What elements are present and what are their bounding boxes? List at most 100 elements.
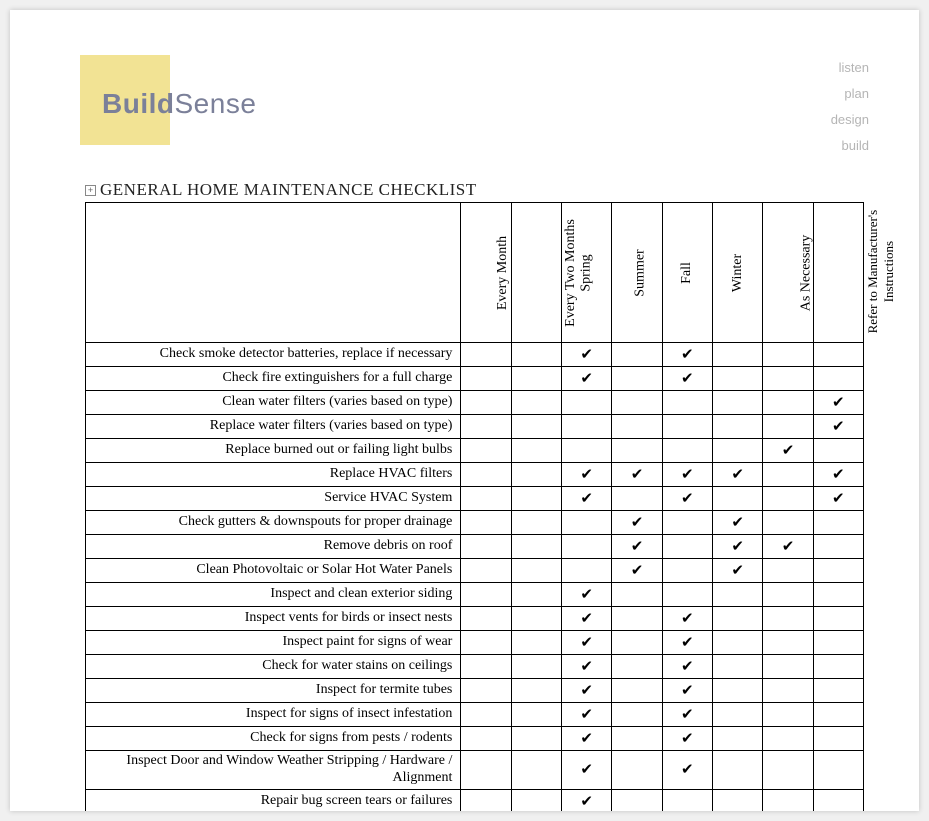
check-cell — [813, 751, 863, 790]
table-row: Replace burned out or failing light bulb… — [86, 439, 864, 463]
check-cell: ✔ — [763, 439, 813, 463]
task-cell: Replace burned out or failing light bulb… — [86, 439, 461, 463]
table-row: Repair bug screen tears or failures ✔ — [86, 789, 864, 811]
check-cell — [813, 559, 863, 583]
check-cell — [612, 679, 662, 703]
check-cell — [763, 391, 813, 415]
col-header: Winter — [713, 203, 763, 343]
check-cell: ✔ — [662, 487, 712, 511]
check-cell — [612, 439, 662, 463]
check-cell — [612, 487, 662, 511]
check-cell — [461, 727, 511, 751]
check-cell — [713, 631, 763, 655]
check-cell — [612, 607, 662, 631]
check-cell — [612, 655, 662, 679]
task-cell: Check for signs from pests / rodents — [86, 727, 461, 751]
check-cell — [763, 367, 813, 391]
check-cell — [511, 583, 561, 607]
check-cell — [461, 487, 511, 511]
check-cell: ✔ — [612, 535, 662, 559]
check-cell — [461, 631, 511, 655]
task-cell: Check smoke detector batteries, replace … — [86, 343, 461, 367]
table-row: Clean water filters (varies based on typ… — [86, 391, 864, 415]
check-cell — [511, 789, 561, 811]
expand-icon[interactable]: + — [85, 185, 96, 196]
check-cell — [713, 391, 763, 415]
check-cell — [562, 391, 612, 415]
check-cell — [713, 727, 763, 751]
check-cell — [511, 511, 561, 535]
check-cell — [763, 727, 813, 751]
check-cell — [813, 679, 863, 703]
check-cell: ✔ — [662, 727, 712, 751]
col-header: Fall — [662, 203, 712, 343]
check-cell — [813, 727, 863, 751]
check-cell: ✔ — [562, 343, 612, 367]
check-cell — [612, 727, 662, 751]
logo-part1: Build — [102, 88, 175, 119]
check-cell — [612, 703, 662, 727]
col-header: Every Two Months — [511, 203, 561, 343]
check-cell: ✔ — [662, 607, 712, 631]
check-cell — [461, 607, 511, 631]
check-cell — [612, 631, 662, 655]
check-cell — [461, 367, 511, 391]
check-cell — [562, 439, 612, 463]
table-row: Inspect vents for birds or insect nests ✔… — [86, 607, 864, 631]
check-cell: ✔ — [612, 559, 662, 583]
table-row: Inspect Door and Window Weather Strippin… — [86, 751, 864, 790]
check-cell: ✔ — [612, 463, 662, 487]
check-cell: ✔ — [763, 535, 813, 559]
check-cell — [813, 631, 863, 655]
task-cell: Remove debris on roof — [86, 535, 461, 559]
header-area: BuildSense listen plan design build — [10, 10, 919, 160]
table-row: Check gutters & downspouts for proper dr… — [86, 511, 864, 535]
check-cell — [763, 751, 813, 790]
task-cell: Inspect vents for birds or insect nests — [86, 607, 461, 631]
check-cell: ✔ — [662, 367, 712, 391]
check-cell — [713, 703, 763, 727]
check-cell: ✔ — [662, 631, 712, 655]
table-row: Replace water filters (varies based on t… — [86, 415, 864, 439]
check-cell — [612, 367, 662, 391]
task-cell: Replace water filters (varies based on t… — [86, 415, 461, 439]
table-row: Inspect for termite tubes✔✔ — [86, 679, 864, 703]
task-cell: Check gutters & downspouts for proper dr… — [86, 511, 461, 535]
check-cell — [662, 391, 712, 415]
col-header-long: Refer to Manufacturer'sInstructions — [865, 210, 896, 334]
check-cell — [511, 727, 561, 751]
check-cell — [713, 751, 763, 790]
table-row: Check smoke detector batteries, replace … — [86, 343, 864, 367]
check-cell — [763, 463, 813, 487]
check-cell — [763, 343, 813, 367]
task-cell: Service HVAC System — [86, 487, 461, 511]
check-cell — [662, 415, 712, 439]
check-cell — [763, 789, 813, 811]
check-cell: ✔ — [662, 463, 712, 487]
col-header: Refer to Manufacturer'sInstructions — [813, 203, 863, 343]
check-cell: ✔ — [562, 487, 612, 511]
check-cell: ✔ — [562, 789, 612, 811]
task-cell: Repair bug screen tears or failures — [86, 789, 461, 811]
check-cell — [662, 511, 712, 535]
check-cell — [511, 487, 561, 511]
task-header — [86, 203, 461, 343]
logo-text: BuildSense — [102, 88, 256, 120]
check-cell — [713, 415, 763, 439]
check-cell — [763, 679, 813, 703]
check-cell — [461, 679, 511, 703]
table-head: Every Month Every Two Months Spring Summ… — [86, 203, 864, 343]
task-cell: Check fire extinguishers for a full char… — [86, 367, 461, 391]
check-cell — [562, 535, 612, 559]
check-cell: ✔ — [662, 703, 712, 727]
table-title-row: + GENERAL HOME MAINTENANCE CHECKLIST — [85, 180, 864, 200]
check-cell — [813, 789, 863, 811]
check-cell: ✔ — [713, 511, 763, 535]
check-cell: ✔ — [562, 367, 612, 391]
check-cell — [713, 367, 763, 391]
nav-item: plan — [831, 81, 869, 107]
check-cell: ✔ — [713, 463, 763, 487]
check-cell — [763, 703, 813, 727]
check-cell — [612, 789, 662, 811]
table-title: GENERAL HOME MAINTENANCE CHECKLIST — [100, 180, 477, 200]
